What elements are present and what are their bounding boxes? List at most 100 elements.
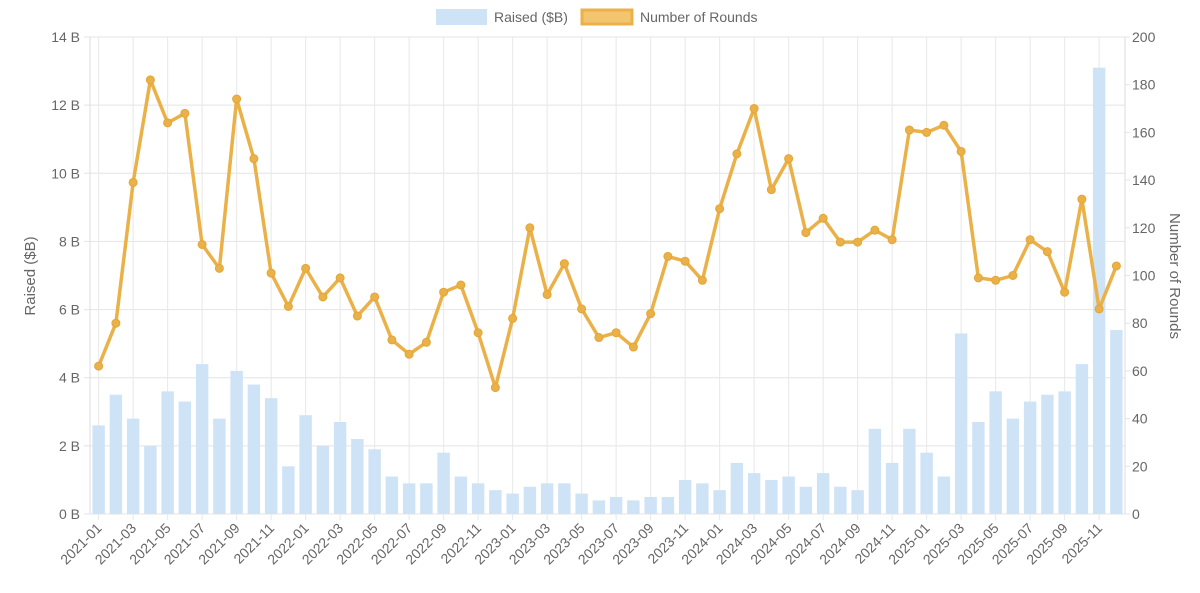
point-rounds[interactable] (490, 383, 500, 393)
point-rounds[interactable] (956, 146, 966, 156)
bar-raised[interactable] (92, 425, 105, 514)
point-rounds[interactable] (1111, 261, 1121, 271)
point-rounds[interactable] (887, 235, 897, 245)
bar-raised[interactable] (1110, 330, 1123, 514)
bar-raised[interactable] (799, 486, 813, 514)
point-rounds[interactable] (283, 302, 293, 312)
point-rounds[interactable] (749, 104, 759, 114)
bar-raised[interactable] (420, 483, 433, 514)
point-rounds[interactable] (145, 75, 155, 85)
bar-raised[interactable] (1075, 364, 1089, 514)
point-rounds[interactable] (318, 292, 328, 302)
bar-raised[interactable] (1092, 67, 1106, 515)
point-rounds[interactable] (387, 335, 397, 345)
bar-raised[interactable] (972, 422, 985, 514)
bar-raised[interactable] (213, 418, 226, 514)
bar-raised[interactable] (609, 496, 623, 514)
bar-raised[interactable] (230, 370, 243, 514)
bar-raised[interactable] (368, 449, 381, 514)
bar-raised[interactable] (540, 483, 554, 514)
bar-raised[interactable] (489, 490, 502, 514)
point-rounds[interactable] (559, 259, 569, 269)
bar-raised[interactable] (126, 418, 140, 514)
point-rounds[interactable] (1077, 194, 1087, 204)
bar-raised[interactable] (385, 476, 399, 514)
bar-raised[interactable] (402, 483, 416, 514)
bar-raised[interactable] (713, 490, 726, 514)
point-rounds[interactable] (991, 275, 1001, 285)
bar-raised[interactable] (282, 466, 295, 514)
point-rounds[interactable] (697, 275, 707, 285)
point-rounds[interactable] (404, 349, 414, 359)
point-rounds[interactable] (1008, 271, 1018, 280)
bar-raised[interactable] (851, 490, 864, 514)
point-rounds[interactable] (301, 263, 311, 273)
bar-raised[interactable] (144, 445, 157, 514)
point-rounds[interactable] (818, 213, 828, 223)
point-rounds[interactable] (456, 280, 466, 290)
bar-raised[interactable] (333, 422, 347, 514)
bar-raised[interactable] (954, 333, 968, 514)
point-rounds[interactable] (335, 273, 345, 283)
point-rounds[interactable] (111, 318, 121, 328)
bar-raised[interactable] (178, 401, 192, 514)
bar-raised[interactable] (885, 462, 899, 514)
point-rounds[interactable] (835, 237, 845, 247)
point-rounds[interactable] (1042, 247, 1052, 257)
bar-raised[interactable] (264, 398, 278, 514)
bar-raised[interactable] (730, 462, 744, 514)
point-rounds[interactable] (525, 223, 535, 233)
point-rounds[interactable] (663, 251, 673, 261)
point-rounds[interactable] (1060, 287, 1070, 297)
point-rounds[interactable] (1025, 235, 1035, 245)
bar-raised[interactable] (937, 476, 951, 514)
bar-raised[interactable] (247, 384, 261, 514)
bar-raised[interactable] (834, 486, 847, 514)
point-rounds[interactable] (1094, 304, 1104, 314)
point-rounds[interactable] (352, 311, 362, 321)
bar-raised[interactable] (678, 479, 692, 514)
point-rounds[interactable] (628, 342, 638, 352)
bar-raised[interactable] (1041, 394, 1054, 514)
point-rounds[interactable] (94, 361, 104, 371)
bar-raised[interactable] (471, 483, 485, 514)
bar-raised[interactable] (109, 394, 123, 514)
point-rounds[interactable] (249, 154, 259, 164)
point-rounds[interactable] (611, 328, 621, 338)
bar-raised[interactable] (782, 476, 795, 514)
point-rounds[interactable] (214, 263, 224, 273)
point-rounds[interactable] (232, 94, 242, 104)
bar-raised[interactable] (316, 445, 330, 514)
point-rounds[interactable] (784, 154, 794, 164)
bar-raised[interactable] (195, 364, 209, 514)
point-rounds[interactable] (180, 108, 190, 118)
point-rounds[interactable] (939, 120, 949, 130)
bar-raised[interactable] (920, 452, 933, 514)
bar-raised[interactable] (506, 493, 519, 514)
point-rounds[interactable] (577, 304, 587, 314)
bar-raised[interactable] (696, 483, 709, 514)
bar-raised[interactable] (299, 415, 312, 514)
point-rounds[interactable] (870, 225, 880, 235)
bar-raised[interactable] (437, 452, 450, 514)
bar-raised[interactable] (661, 496, 675, 514)
point-rounds[interactable] (439, 287, 449, 297)
point-rounds[interactable] (128, 177, 138, 187)
bar-raised[interactable] (868, 428, 882, 514)
bar-raised[interactable] (575, 493, 588, 514)
bar-raised[interactable] (161, 391, 174, 514)
bar-raised[interactable] (816, 473, 830, 514)
point-rounds[interactable] (266, 268, 276, 278)
legend-swatch-rounds[interactable] (580, 8, 634, 26)
point-rounds[interactable] (973, 273, 983, 283)
bar-raised[interactable] (1058, 391, 1071, 514)
bar-raised[interactable] (454, 476, 468, 514)
point-rounds[interactable] (508, 313, 518, 323)
bar-raised[interactable] (523, 486, 537, 514)
bar-raised[interactable] (644, 496, 657, 514)
bar-raised[interactable] (1006, 418, 1020, 514)
point-rounds[interactable] (594, 333, 604, 343)
point-rounds[interactable] (766, 185, 776, 195)
bar-raised[interactable] (903, 428, 916, 514)
legend-swatch-raised[interactable] (436, 9, 487, 25)
